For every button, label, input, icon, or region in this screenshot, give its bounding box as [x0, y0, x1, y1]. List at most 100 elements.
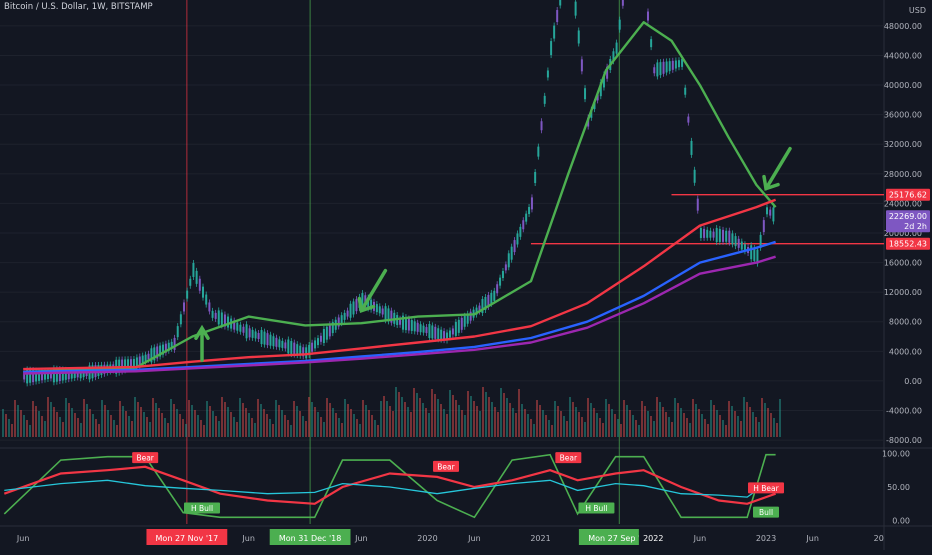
volume-bar	[617, 419, 619, 437]
candle-body	[413, 321, 416, 332]
candle-body	[443, 331, 446, 341]
volume-bar	[11, 424, 13, 437]
volume-bar	[491, 402, 493, 437]
volume-histogram	[2, 387, 781, 437]
volume-bar	[395, 387, 397, 437]
candle-body	[254, 331, 257, 339]
volume-bar	[47, 397, 49, 437]
candle-body	[305, 347, 308, 359]
volume-bar	[527, 414, 529, 437]
candle-body	[434, 326, 437, 339]
indicator-signal-label: H Bull	[191, 504, 213, 513]
candle-body	[381, 308, 384, 315]
volume-bar	[209, 406, 211, 437]
volume-bar	[236, 422, 238, 437]
volume-bar	[428, 413, 430, 437]
candle-body	[176, 326, 179, 338]
volume-bar	[32, 401, 34, 437]
volume-bar	[662, 407, 664, 437]
candle-body	[699, 227, 702, 238]
candle-body	[340, 315, 343, 324]
time-tick-label: Jun	[467, 534, 481, 543]
volume-bar	[764, 403, 766, 437]
candle-body	[599, 82, 602, 97]
candle-body	[446, 332, 449, 341]
candle-body	[287, 339, 290, 354]
volume-bar	[740, 421, 742, 437]
volume-bar	[677, 403, 679, 437]
volume-bar	[431, 389, 433, 437]
volume-bar	[182, 419, 184, 437]
candle-body	[343, 312, 346, 320]
volume-bar	[89, 409, 91, 437]
volume-bar	[287, 420, 289, 437]
indicator-signal-label: Bear	[437, 462, 455, 471]
volume-bar	[407, 407, 409, 437]
volume-bar	[176, 409, 178, 437]
candle-body	[451, 328, 454, 335]
candle-body	[269, 334, 272, 346]
volume-bar	[503, 393, 505, 437]
volume-bar	[227, 407, 229, 437]
candle-body	[263, 331, 266, 345]
price-tick-label: 0.00	[904, 377, 922, 386]
candle-body	[656, 62, 659, 77]
candle-body	[612, 51, 615, 62]
candle-body	[198, 278, 201, 291]
volume-bar	[776, 423, 778, 437]
candle-body	[61, 369, 64, 381]
volume-bar	[62, 422, 64, 437]
volume-bar	[656, 397, 658, 437]
volume-bar	[293, 401, 295, 437]
volume-bar	[50, 402, 52, 437]
volume-bar	[467, 391, 469, 437]
price-label-text: 18552.43	[889, 240, 927, 249]
volume-bar	[683, 413, 685, 437]
candle-body	[584, 88, 587, 100]
volume-bar	[707, 424, 709, 437]
candle-body	[522, 220, 525, 230]
candle-body	[46, 372, 49, 380]
candle-body	[370, 299, 373, 310]
volume-bar	[203, 425, 205, 437]
candle-body	[510, 246, 513, 260]
candle-body	[715, 228, 718, 243]
volume-bar	[533, 424, 535, 437]
time-tick-label: Jun	[805, 534, 819, 543]
candle-body	[29, 369, 32, 383]
volume-bar	[749, 407, 751, 437]
candle-body	[167, 342, 170, 351]
candle-body	[361, 293, 364, 307]
candle-body	[49, 372, 52, 379]
time-highlight-label: 2022	[643, 534, 663, 543]
candle-body	[275, 337, 278, 347]
candle-body	[164, 343, 167, 353]
price-label-box	[886, 188, 930, 201]
candle-body	[290, 341, 293, 355]
volume-bar	[185, 424, 187, 437]
volume-bar	[23, 415, 25, 437]
volume-bar	[515, 413, 517, 437]
candle-body	[454, 321, 457, 336]
indicator-signal-badge	[578, 502, 615, 514]
volume-bar	[386, 401, 388, 437]
candle-body	[402, 315, 405, 330]
volume-bar	[413, 388, 415, 437]
price-tick-label: 48000.00	[884, 22, 922, 31]
candle-body	[138, 356, 141, 366]
volume-bar	[458, 405, 460, 437]
price-tick-label: -4000.00	[886, 406, 922, 415]
volume-bar	[761, 398, 763, 437]
volume-bar	[161, 413, 163, 437]
volume-bar	[470, 396, 472, 437]
volume-bar	[659, 402, 661, 437]
volume-bar	[647, 411, 649, 437]
candle-body	[606, 66, 609, 79]
candle-body	[293, 342, 296, 355]
candle-body	[525, 213, 528, 222]
volume-bar	[266, 414, 268, 437]
candle-body	[593, 102, 596, 110]
price-label-box	[886, 237, 930, 250]
candle-body	[248, 328, 251, 338]
